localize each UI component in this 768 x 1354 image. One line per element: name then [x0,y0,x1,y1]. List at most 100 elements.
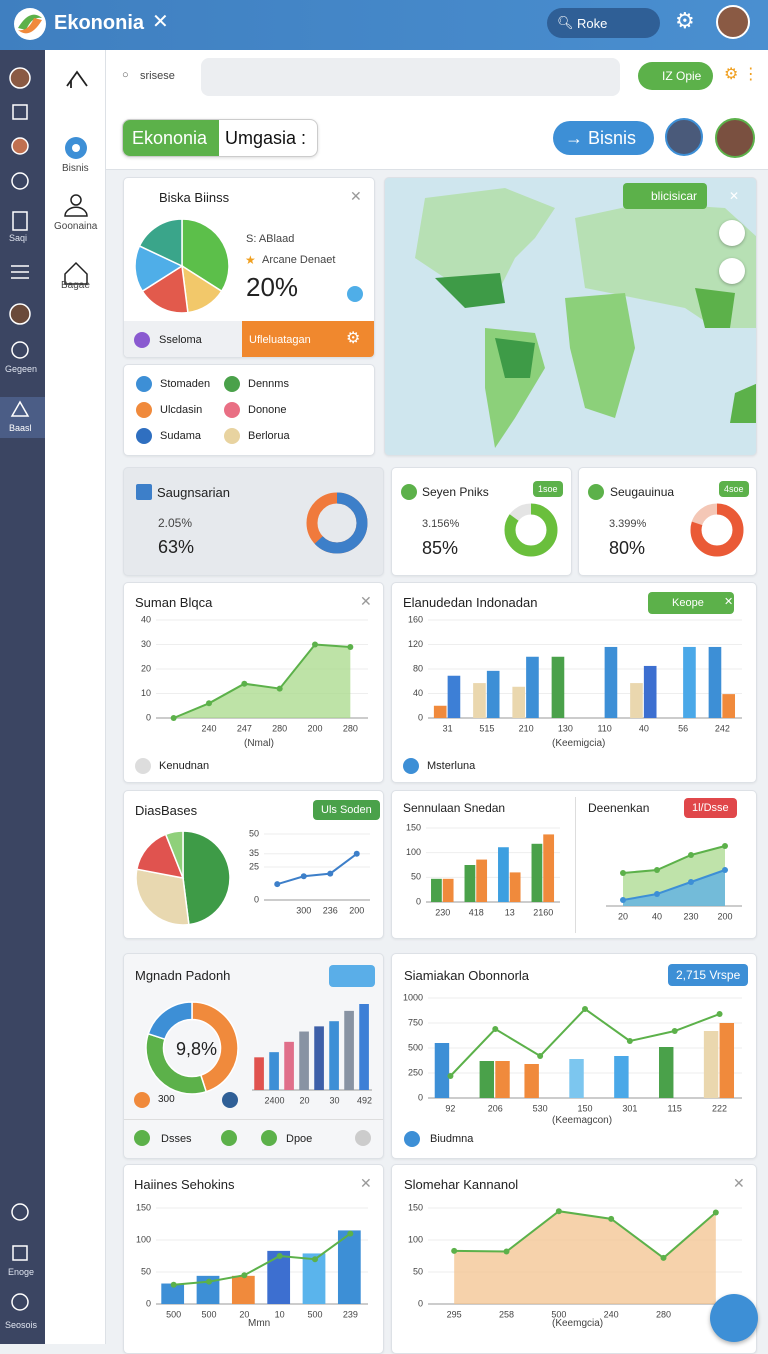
sidebar-item[interactable]: Gegeen [5,364,38,374]
x-tick-label: 150 [577,1103,592,1113]
action-button[interactable]: → Bisnis [553,121,654,155]
sidebar-item[interactable]: Saqi [9,233,28,243]
x-tick-label: 13 [505,907,515,917]
y-tick-label: 120 [408,639,423,649]
map-chip[interactable]: blicisicar [623,183,708,209]
avatar[interactable] [665,118,703,156]
chart-badge[interactable]: Keope [648,592,734,614]
y-tick-label: 35 [249,848,259,858]
y-tick-label: 50 [249,828,259,838]
legend-icon [224,428,240,444]
bar [431,878,442,902]
legend-icon [136,376,152,392]
slice [141,264,189,314]
chart-card: Mgnadn Padonh 300 Dsses Dpoe [123,953,384,1159]
x-tick-label: 2160 [533,907,553,917]
close-icon[interactable]: ✕ [360,1175,372,1191]
tab-label[interactable]: Umgasia : [225,128,307,148]
expand-button[interactable] [719,258,745,284]
bar [337,1230,361,1304]
point [447,1073,454,1079]
close-icon[interactable]: ✕ [724,596,734,608]
point [492,1026,499,1032]
chart-toggle[interactable] [329,965,375,987]
icon [401,484,417,500]
point [626,1038,633,1044]
nav-item[interactable]: Bagae [61,280,90,291]
bar [659,1047,674,1098]
card-title: Siamiakan Obonnorla [404,968,530,983]
fab[interactable] [710,1294,758,1342]
card-title: Sennulaan Snedan [403,801,506,815]
combo-chart: 0 50 100 150 500 500 20 10 500 239 [136,1202,368,1319]
x-tick-label: 295 [447,1309,462,1319]
x-tick-label: 239 [343,1309,358,1319]
search-button[interactable]: 🔍︎ Roke [547,8,660,38]
footer-tab[interactable] [242,321,374,357]
point [712,1209,719,1216]
footer-label: Sseloma [159,334,202,346]
nav-item[interactable]: Goonaina [54,221,98,232]
x-tick-label: 236 [323,905,338,915]
line [173,1232,351,1286]
x-tick-label: 206 [488,1103,503,1113]
icon [403,758,419,774]
x-tick-label: 20 [239,1309,249,1319]
point [582,1006,588,1012]
bar [719,1023,735,1098]
point [241,680,248,687]
edit-icon[interactable] [347,286,363,302]
close-icon[interactable]: ✕ [350,188,362,204]
sidebar-item[interactable]: Seosois [5,1320,38,1330]
summary-note: Arcane Denaet [262,254,336,266]
settings-icon[interactable]: ⚙ [675,8,695,33]
avatar[interactable] [716,5,750,39]
icon [355,1130,371,1146]
x-tick-label: 20 [618,911,628,921]
bar [314,1026,324,1090]
sidebar-item[interactable]: Baasl [9,423,32,433]
toolbar-button[interactable]: IZ Opie [638,62,713,90]
map-region [495,338,535,378]
x-tick-label: 222 [712,1103,727,1113]
x-tick-label: 92 [445,1103,455,1113]
area-chart: 20 40 230 200 [606,843,742,921]
nav-item[interactable]: Bisnis [62,163,89,174]
icon [134,1092,150,1108]
tab-active[interactable] [123,120,219,156]
point [716,1011,723,1017]
bar [161,1283,185,1304]
filter[interactable]: srisese [140,70,175,82]
bar [476,859,488,902]
x-tick-label: 200 [349,905,364,915]
star: ★ [245,253,256,267]
line [622,869,726,901]
point [555,1208,562,1215]
x-tick-label: 240 [201,723,216,733]
close-icon[interactable]: ✕ [152,11,169,33]
edit-button[interactable] [719,220,745,246]
bar [254,1057,264,1090]
card-title: DiasBases [135,803,198,818]
search-bar[interactable] [201,58,620,96]
point [688,879,694,885]
y-tick-label: 0 [146,712,151,722]
gear-icon[interactable]: ⚙ [346,330,361,347]
avatar[interactable] [715,118,755,158]
more-icon[interactable]: ⚙ ⋮ [724,66,759,83]
chart-badge[interactable]: Uls Soden [313,800,380,820]
chart-badge[interactable]: 1l/Dsse [684,798,737,818]
close-icon[interactable]: ✕ [733,1175,745,1191]
chart-badge[interactable]: 2,715 Vrspe [668,964,749,986]
close-icon[interactable]: ✕ [729,189,740,203]
legend-item: Dpoe [286,1133,313,1145]
icon [261,1130,277,1146]
close-icon[interactable]: ✕ [360,593,372,609]
y-tick-label: 150 [408,1202,423,1212]
point [660,1254,667,1261]
legend-icon [224,376,240,392]
x-tick-label: 515 [479,723,494,733]
sidebar-item[interactable]: Enoge [8,1267,35,1277]
map-card: blicisicar ✕ [384,177,757,456]
kpi-value: 85% [422,538,459,558]
